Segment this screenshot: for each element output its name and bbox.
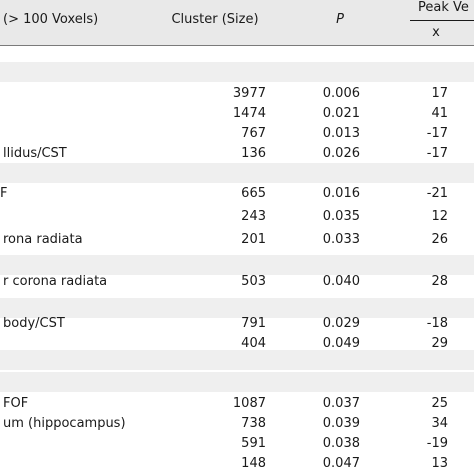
cell-p: 0.029 <box>322 316 360 331</box>
cell-region: llidus/CST <box>3 146 67 161</box>
cell-p: 0.033 <box>322 232 360 247</box>
cell-p: 0.039 <box>322 416 360 431</box>
cell-p: 0.021 <box>322 106 360 121</box>
header-peak-voxel: Peak Ve <box>418 0 469 15</box>
header-p-value: P <box>336 12 344 27</box>
header-cluster-size: Cluster (Size) <box>171 12 259 27</box>
cell-x: -17 <box>426 126 448 141</box>
section-band <box>0 163 474 183</box>
cell-cluster: 404 <box>241 336 266 351</box>
cell-x: 28 <box>431 274 448 289</box>
cell-p: 0.038 <box>322 436 360 451</box>
section-band <box>0 372 474 392</box>
cell-cluster: 3977 <box>232 86 266 101</box>
cell-p: 0.006 <box>322 86 360 101</box>
cell-x: 41 <box>431 106 448 121</box>
cell-cluster: 148 <box>241 456 266 471</box>
section-band <box>0 350 474 370</box>
cell-p: 0.026 <box>322 146 360 161</box>
header-region: (> 100 Voxels) <box>3 12 99 27</box>
cell-cluster: 1087 <box>232 396 266 411</box>
cell-cluster: 136 <box>241 146 266 161</box>
cell-p: 0.013 <box>322 126 360 141</box>
cell-p: 0.035 <box>322 209 360 224</box>
cell-p: 0.047 <box>322 456 360 471</box>
cell-region: r corona radiata <box>3 274 108 289</box>
peak-header-underline <box>410 20 474 21</box>
cell-cluster: 1474 <box>232 106 266 121</box>
cell-x: 34 <box>431 416 448 431</box>
section-band <box>0 298 474 318</box>
cell-x: -21 <box>426 186 448 201</box>
section-band <box>0 255 474 275</box>
cell-x: -17 <box>426 146 448 161</box>
cell-cluster: 791 <box>241 316 266 331</box>
section-band <box>0 62 474 82</box>
cell-cluster: 665 <box>241 186 266 201</box>
cell-region: FOF <box>3 396 29 411</box>
cell-region: rona radiata <box>3 232 83 247</box>
cell-p: 0.040 <box>322 274 360 289</box>
header-bottom-rule <box>0 45 474 46</box>
cell-region: body/CST <box>3 316 65 331</box>
cell-x: 26 <box>431 232 448 247</box>
cell-x: -19 <box>426 436 448 451</box>
cell-x: 25 <box>431 396 448 411</box>
header-x: x <box>432 25 440 40</box>
cell-cluster: 201 <box>241 232 266 247</box>
cell-cluster: 738 <box>241 416 266 431</box>
table-header <box>0 0 474 45</box>
cell-x: 17 <box>431 86 448 101</box>
cell-cluster: 243 <box>241 209 266 224</box>
cell-x: -18 <box>426 316 448 331</box>
section-mark: F <box>0 186 8 201</box>
cell-p: 0.049 <box>322 336 360 351</box>
cell-x: 12 <box>431 209 448 224</box>
cell-p: 0.016 <box>322 186 360 201</box>
cell-cluster: 767 <box>241 126 266 141</box>
cell-x: 29 <box>431 336 448 351</box>
cell-x: 13 <box>431 456 448 471</box>
cell-p: 0.037 <box>322 396 360 411</box>
cell-cluster: 591 <box>241 436 266 451</box>
cell-region: um (hippocampus) <box>3 416 126 431</box>
cell-cluster: 503 <box>241 274 266 289</box>
